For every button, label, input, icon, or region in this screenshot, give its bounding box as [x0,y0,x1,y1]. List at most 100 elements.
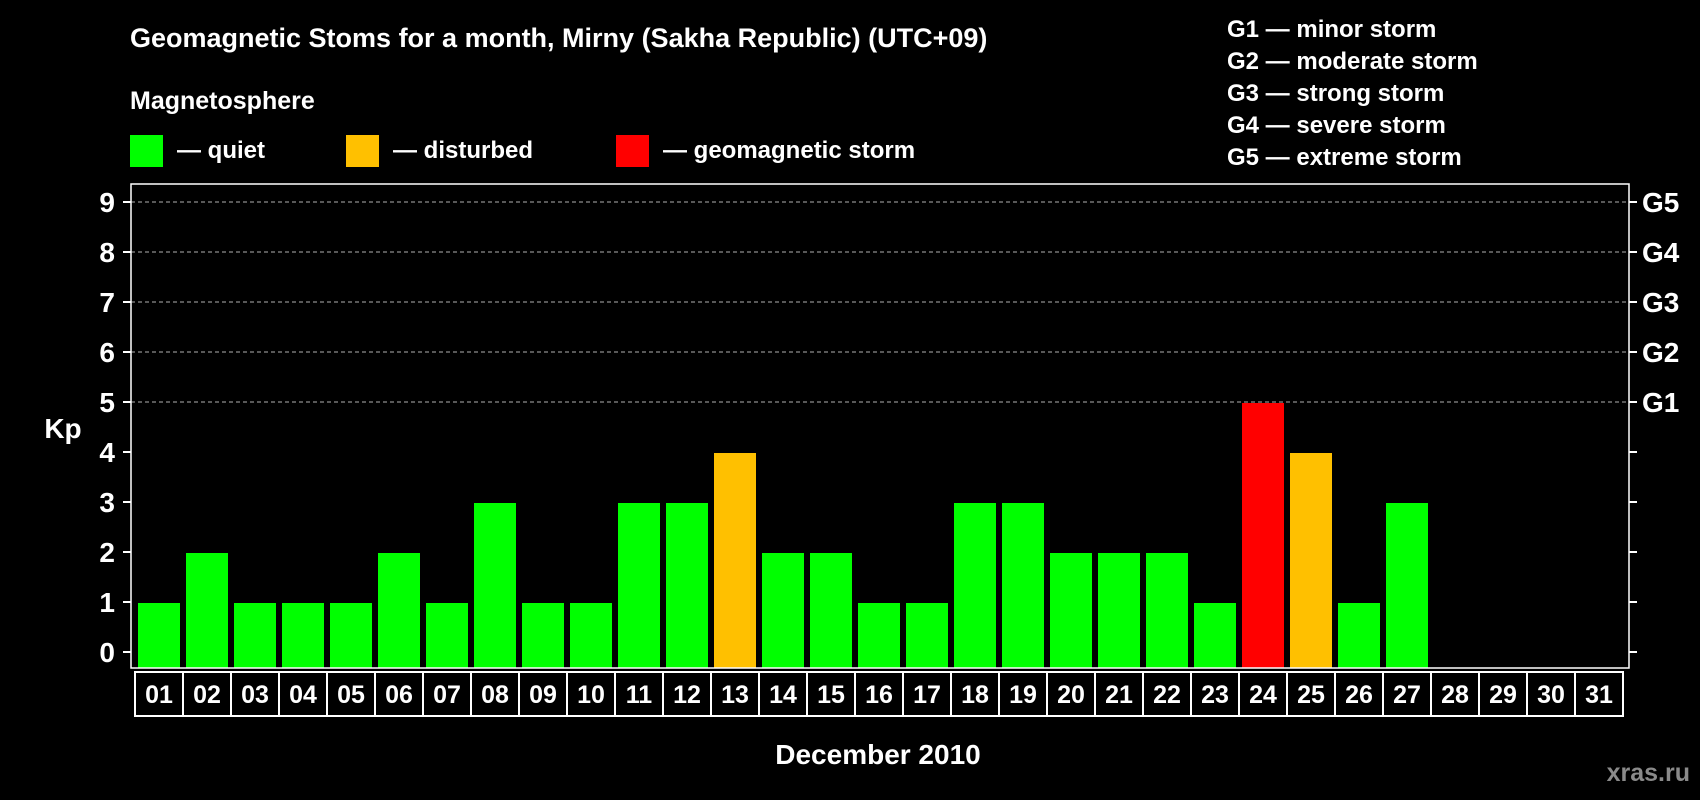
x-tick-cell [614,671,664,717]
right-axis-label: G2 [1642,337,1679,368]
x-tick-label: 20 [1057,681,1085,709]
x-tick-cell [422,671,472,717]
x-tick-label: 13 [721,681,749,709]
y-tick-label: 7 [99,287,115,318]
right-axis-label: G1 [1642,387,1679,418]
x-tick-label: 23 [1201,681,1229,709]
x-tick-label: 16 [865,681,893,709]
x-tick-cell [950,671,1000,717]
storm-scale-legend: G1 — minor storm G2 — moderate storm G3 … [1227,16,1478,171]
x-tick-cell [326,671,376,717]
y-tick-label: 8 [99,237,115,268]
activity-legend: — quiet — disturbed — geomagnetic storm [130,135,915,167]
bar-day-27 [1386,503,1428,668]
x-tick-label: 11 [626,681,653,709]
x-tick-label: 29 [1489,681,1517,709]
x-tick-label: 14 [769,681,797,709]
x-tick-cell [1238,671,1288,717]
x-tick-cell [1046,671,1096,717]
y-tick-label: 3 [99,487,115,518]
x-tick-cell [1526,671,1576,717]
bar-day-09 [522,603,564,668]
x-tick-cell [134,671,184,717]
x-tick-cell [758,671,808,717]
bar-day-03 [234,603,276,668]
bar-day-20 [1050,553,1092,668]
y-tick-label: 2 [99,537,115,568]
bar-day-15 [810,553,852,668]
x-tick-label: 17 [913,681,941,709]
bar-day-16 [858,603,900,668]
x-tick-label: 19 [1009,681,1037,709]
bar-day-02 [186,553,228,668]
x-tick-cell [1334,671,1384,717]
x-tick-label: 24 [1249,681,1277,709]
x-tick-cell [1430,671,1480,717]
x-tick-cell [566,671,616,717]
bar-day-23 [1194,603,1236,668]
right-axis-label: G4 [1642,237,1680,268]
x-tick-label: 05 [337,681,365,709]
y-axis-label: Kp [44,413,81,444]
bar-day-01 [138,603,180,668]
x-tick-label: 09 [529,681,557,709]
magnetosphere-label: Magnetosphere [130,87,315,115]
x-axis-label: December 2010 [775,739,980,770]
y-tick-label: 0 [99,637,115,668]
bar-day-07 [426,603,468,668]
bar-day-13 [714,453,756,668]
chart-title: Geomagnetic Stoms for a month, Mirny (Sa… [130,23,987,53]
legend-swatch-storm [616,135,649,167]
x-tick-label: 30 [1537,681,1565,709]
x-tick-label: 15 [817,681,845,709]
bar-day-04 [282,603,324,668]
x-tick-cell [518,671,568,717]
bar-day-06 [378,553,420,668]
y-tick-label: 1 [99,587,115,618]
bar-day-26 [1338,603,1380,668]
x-tick-label: 04 [289,681,317,709]
bar-day-08 [474,503,516,668]
x-tick-cell [230,671,280,717]
x-tick-label: 08 [481,681,509,709]
bar-day-24 [1242,403,1284,668]
x-tick-cell [470,671,520,717]
bar-day-17 [906,603,948,668]
x-tick-cell [710,671,760,717]
legend-swatch-disturbed [346,135,379,167]
legend-label-disturbed: — disturbed [393,137,533,164]
legend-label-storm: — geomagnetic storm [663,137,915,164]
x-tick-label: 25 [1297,681,1325,709]
x-tick-label: 07 [433,681,461,709]
bar-day-18 [954,503,996,668]
storm-scale-g1: G1 — minor storm [1227,16,1436,43]
storm-scale-g2: G2 — moderate storm [1227,48,1478,75]
x-tick-label: 03 [241,681,269,709]
right-axis-label: G3 [1642,287,1679,318]
x-tick-cell [1094,671,1144,717]
x-tick-label: 21 [1105,681,1133,709]
x-tick-label: 22 [1153,681,1181,709]
x-tick-label: 12 [673,681,701,709]
x-tick-label: 28 [1441,681,1469,709]
x-tick-label: 27 [1393,681,1421,709]
watermark: xras.ru [1607,759,1690,787]
x-tick-label: 26 [1345,681,1373,709]
x-tick-cell [1574,671,1624,717]
x-tick-label: 18 [961,681,989,709]
bar-day-10 [570,603,612,668]
bar-day-22 [1146,553,1188,668]
right-axis-label: G5 [1642,187,1679,218]
y-tick-label: 4 [99,437,115,468]
bar-day-25 [1290,453,1332,668]
bar-day-21 [1098,553,1140,668]
x-tick-label: 01 [145,681,173,709]
x-tick-label: 10 [577,681,605,709]
bar-day-12 [666,503,708,668]
x-tick-cell [1286,671,1336,717]
legend-label-quiet: — quiet [177,137,265,164]
bar-day-19 [1002,503,1044,668]
y-tick-label: 9 [99,187,115,218]
x-tick-label: 06 [385,681,413,709]
